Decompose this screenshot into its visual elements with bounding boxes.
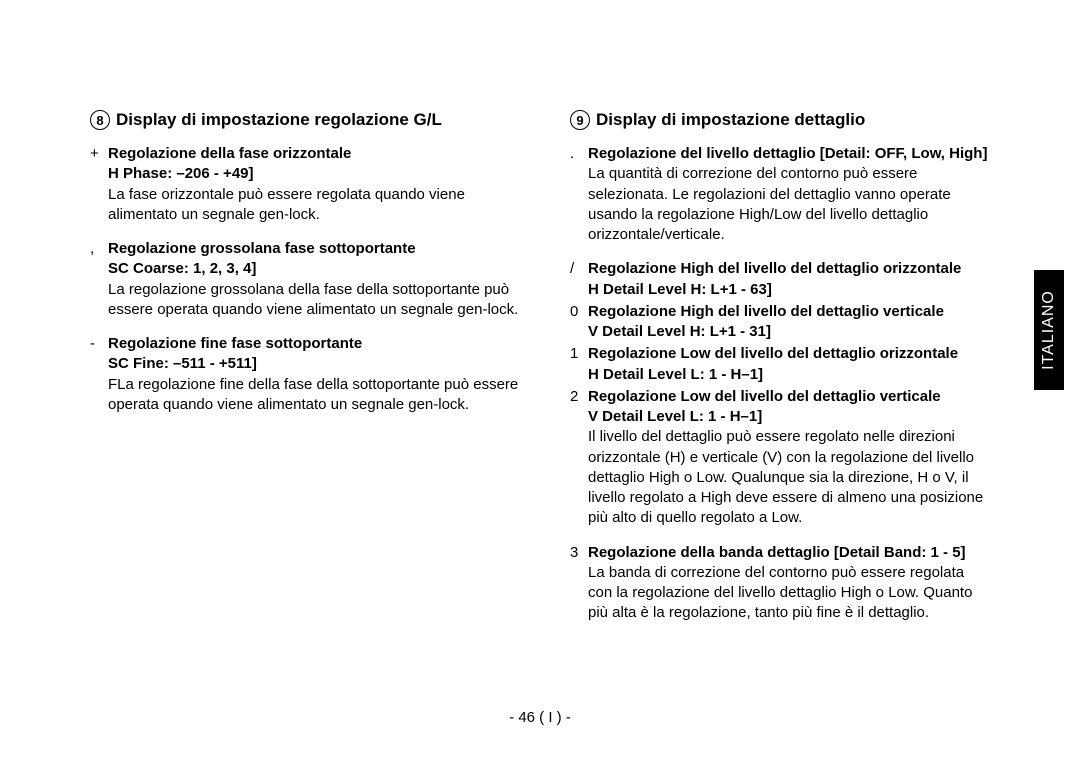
left-column: 8 Display di impostazione regolazione G/… [90, 110, 530, 638]
item-body: Regolazione High del livello del dettagl… [588, 259, 990, 300]
list-item: - Regolazione fine fase sottoportante SC… [90, 334, 530, 415]
item-body: Regolazione High del livello del dettagl… [588, 302, 990, 343]
item-title: Regolazione High del livello del dettagl… [588, 302, 990, 322]
left-heading-text: Display di impostazione regolazione G/L [116, 110, 442, 130]
item-sub: SC Fine: –511 - +511] [108, 354, 530, 374]
item-title: Regolazione della fase orizzontale [108, 144, 530, 164]
item-desc: La banda di correzione del contorno può … [588, 563, 990, 624]
item-sub: SC Coarse: 1, 2, 3, 4] [108, 259, 530, 279]
item-sub: H Detail Level L: 1 - H–1] [588, 365, 990, 385]
right-column: 9 Display di impostazione dettaglio . Re… [570, 110, 990, 638]
left-heading: 8 Display di impostazione regolazione G/… [90, 110, 530, 130]
item-marker: 0 [570, 302, 588, 343]
item-marker: - [90, 334, 108, 415]
item-marker: / [570, 259, 588, 300]
circled-9-icon: 9 [570, 110, 590, 130]
list-item: 1 Regolazione Low del livello del dettag… [570, 344, 990, 385]
item-desc: La fase orizzontale può essere regolata … [108, 185, 530, 226]
columns: 8 Display di impostazione regolazione G/… [90, 110, 990, 638]
item-desc: La regolazione grossolana della fase del… [108, 280, 530, 321]
item-body: Regolazione Low del livello del dettagli… [588, 387, 990, 529]
item-marker: + [90, 144, 108, 225]
circled-8-icon: 8 [90, 110, 110, 130]
item-title: Regolazione Low del livello del dettagli… [588, 344, 990, 364]
list-item: 2 Regolazione Low del livello del dettag… [570, 387, 990, 529]
item-title: Regolazione Low del livello del dettagli… [588, 387, 990, 407]
item-sub: V Detail Level L: 1 - H–1] [588, 407, 990, 427]
item-body: Regolazione fine fase sottoportante SC F… [108, 334, 530, 415]
list-item: , Regolazione grossolana fase sottoporta… [90, 239, 530, 320]
list-item: 3 Regolazione della banda dettaglio [Det… [570, 543, 990, 624]
item-marker: 1 [570, 344, 588, 385]
item-sub: H Phase: –206 - +49] [108, 164, 530, 184]
list-item: 0 Regolazione High del livello del detta… [570, 302, 990, 343]
item-desc: FLa regolazione fine della fase della so… [108, 375, 530, 416]
item-body: Regolazione Low del livello del dettagli… [588, 344, 990, 385]
list-item: + Regolazione della fase orizzontale H P… [90, 144, 530, 225]
page: 8 Display di impostazione regolazione G/… [0, 0, 1080, 760]
item-sub: H Detail Level H: L+1 - 63] [588, 280, 990, 300]
item-title: Regolazione del livello dettaglio [Detai… [588, 144, 990, 164]
item-marker: 2 [570, 387, 588, 529]
item-marker: 3 [570, 543, 588, 624]
right-heading: 9 Display di impostazione dettaglio [570, 110, 990, 130]
item-title: Regolazione della banda dettaglio [Detai… [588, 543, 990, 563]
item-marker: . [570, 144, 588, 245]
item-body: Regolazione della banda dettaglio [Detai… [588, 543, 990, 624]
item-body: Regolazione grossolana fase sottoportant… [108, 239, 530, 320]
language-tab-label: ITALIANO [1040, 290, 1058, 370]
language-tab: ITALIANO [1034, 270, 1064, 390]
list-item: . Regolazione del livello dettaglio [Det… [570, 144, 990, 245]
item-body: Regolazione della fase orizzontale H Pha… [108, 144, 530, 225]
item-desc: La quantità di correzione del contorno p… [588, 164, 990, 245]
item-title: Regolazione fine fase sottoportante [108, 334, 530, 354]
item-sub: V Detail Level H: L+1 - 31] [588, 322, 990, 342]
item-title: Regolazione High del livello del dettagl… [588, 259, 990, 279]
item-body: Regolazione del livello dettaglio [Detai… [588, 144, 990, 245]
list-item: / Regolazione High del livello del detta… [570, 259, 990, 300]
page-footer: - 46 ( I ) - [0, 709, 1080, 726]
item-desc: Il livello del dettaglio può essere rego… [588, 427, 990, 528]
item-title: Regolazione grossolana fase sottoportant… [108, 239, 530, 259]
item-marker: , [90, 239, 108, 320]
right-heading-text: Display di impostazione dettaglio [596, 110, 865, 130]
